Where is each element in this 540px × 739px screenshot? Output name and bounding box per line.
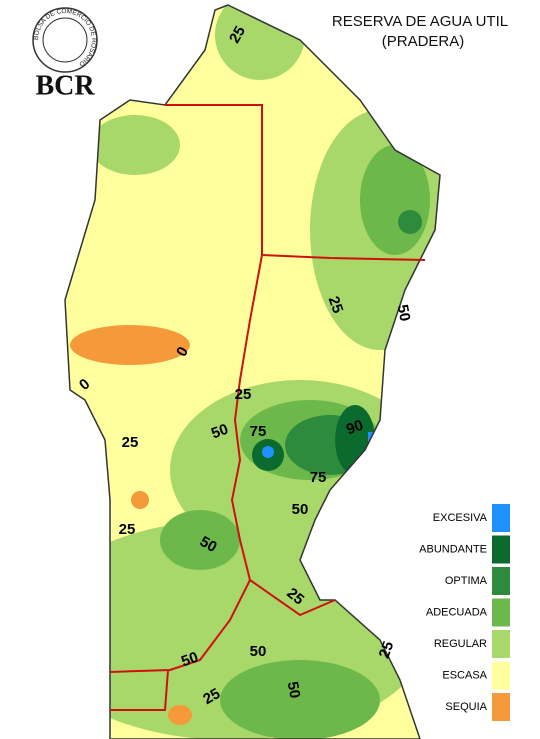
boundary-line [249, 579, 336, 617]
legend-swatch [492, 535, 510, 564]
boundary-line [109, 104, 263, 673]
legend-swatch [492, 661, 510, 690]
contour-label: 25 [376, 639, 398, 660]
logo-inner [42, 17, 88, 63]
legend: EXCESIVA ABUNDANTE OPTIMA ADECUADA REGULAR ES… [419, 504, 510, 721]
zone [220, 660, 380, 739]
zone [70, 230, 250, 410]
zone [131, 491, 149, 509]
contour-label: 50 [284, 680, 304, 699]
zone [398, 210, 422, 234]
legend-label: ADECUADA [426, 606, 488, 618]
map-title: RESERVA DE AGUA UTIL [332, 13, 508, 30]
zone [70, 325, 190, 365]
contour-label: 25 [122, 434, 139, 451]
legend-swatch [492, 567, 510, 595]
contour-label: 25 [235, 386, 252, 403]
logo-ring [32, 7, 98, 73]
contour-label: 75 [310, 469, 327, 486]
legend-label: OPTIMA [445, 575, 488, 587]
legend-swatch [492, 630, 510, 658]
legend-label: ABUNDANTE [419, 543, 487, 555]
legend-label: ESCASA [442, 669, 487, 681]
map-subtitle: (PRADERA) [382, 33, 465, 50]
province-outline [64, 4, 441, 739]
logo-text: BCR [35, 70, 95, 101]
legend-label: SEQUIA [445, 701, 487, 713]
zone [168, 705, 192, 725]
zone [160, 510, 240, 570]
contour-label: 50 [292, 501, 309, 518]
contour-label: 25 [119, 521, 136, 538]
contour-label: 50 [209, 421, 230, 443]
zone [262, 446, 274, 458]
contour-label: 25 [325, 294, 347, 315]
contour-label: 50 [394, 303, 414, 322]
legend-swatch [492, 693, 510, 721]
contour-label: 25 [226, 23, 249, 46]
legend-label: REGULAR [434, 638, 487, 650]
boundaries [109, 104, 426, 711]
contour-label: 90 [344, 417, 365, 439]
legend-swatch [492, 598, 510, 627]
boundary-line [110, 669, 169, 711]
contour-label: 75 [250, 423, 267, 440]
legend-swatch [492, 504, 510, 532]
boundary-line [261, 254, 426, 261]
contour-label: 25 [200, 685, 223, 708]
legend-label: EXCESIVA [433, 512, 488, 524]
contour-label: 50 [250, 643, 267, 660]
zone [90, 115, 180, 175]
contour-label: 50 [197, 533, 220, 556]
contour-label: 50 [179, 649, 200, 671]
